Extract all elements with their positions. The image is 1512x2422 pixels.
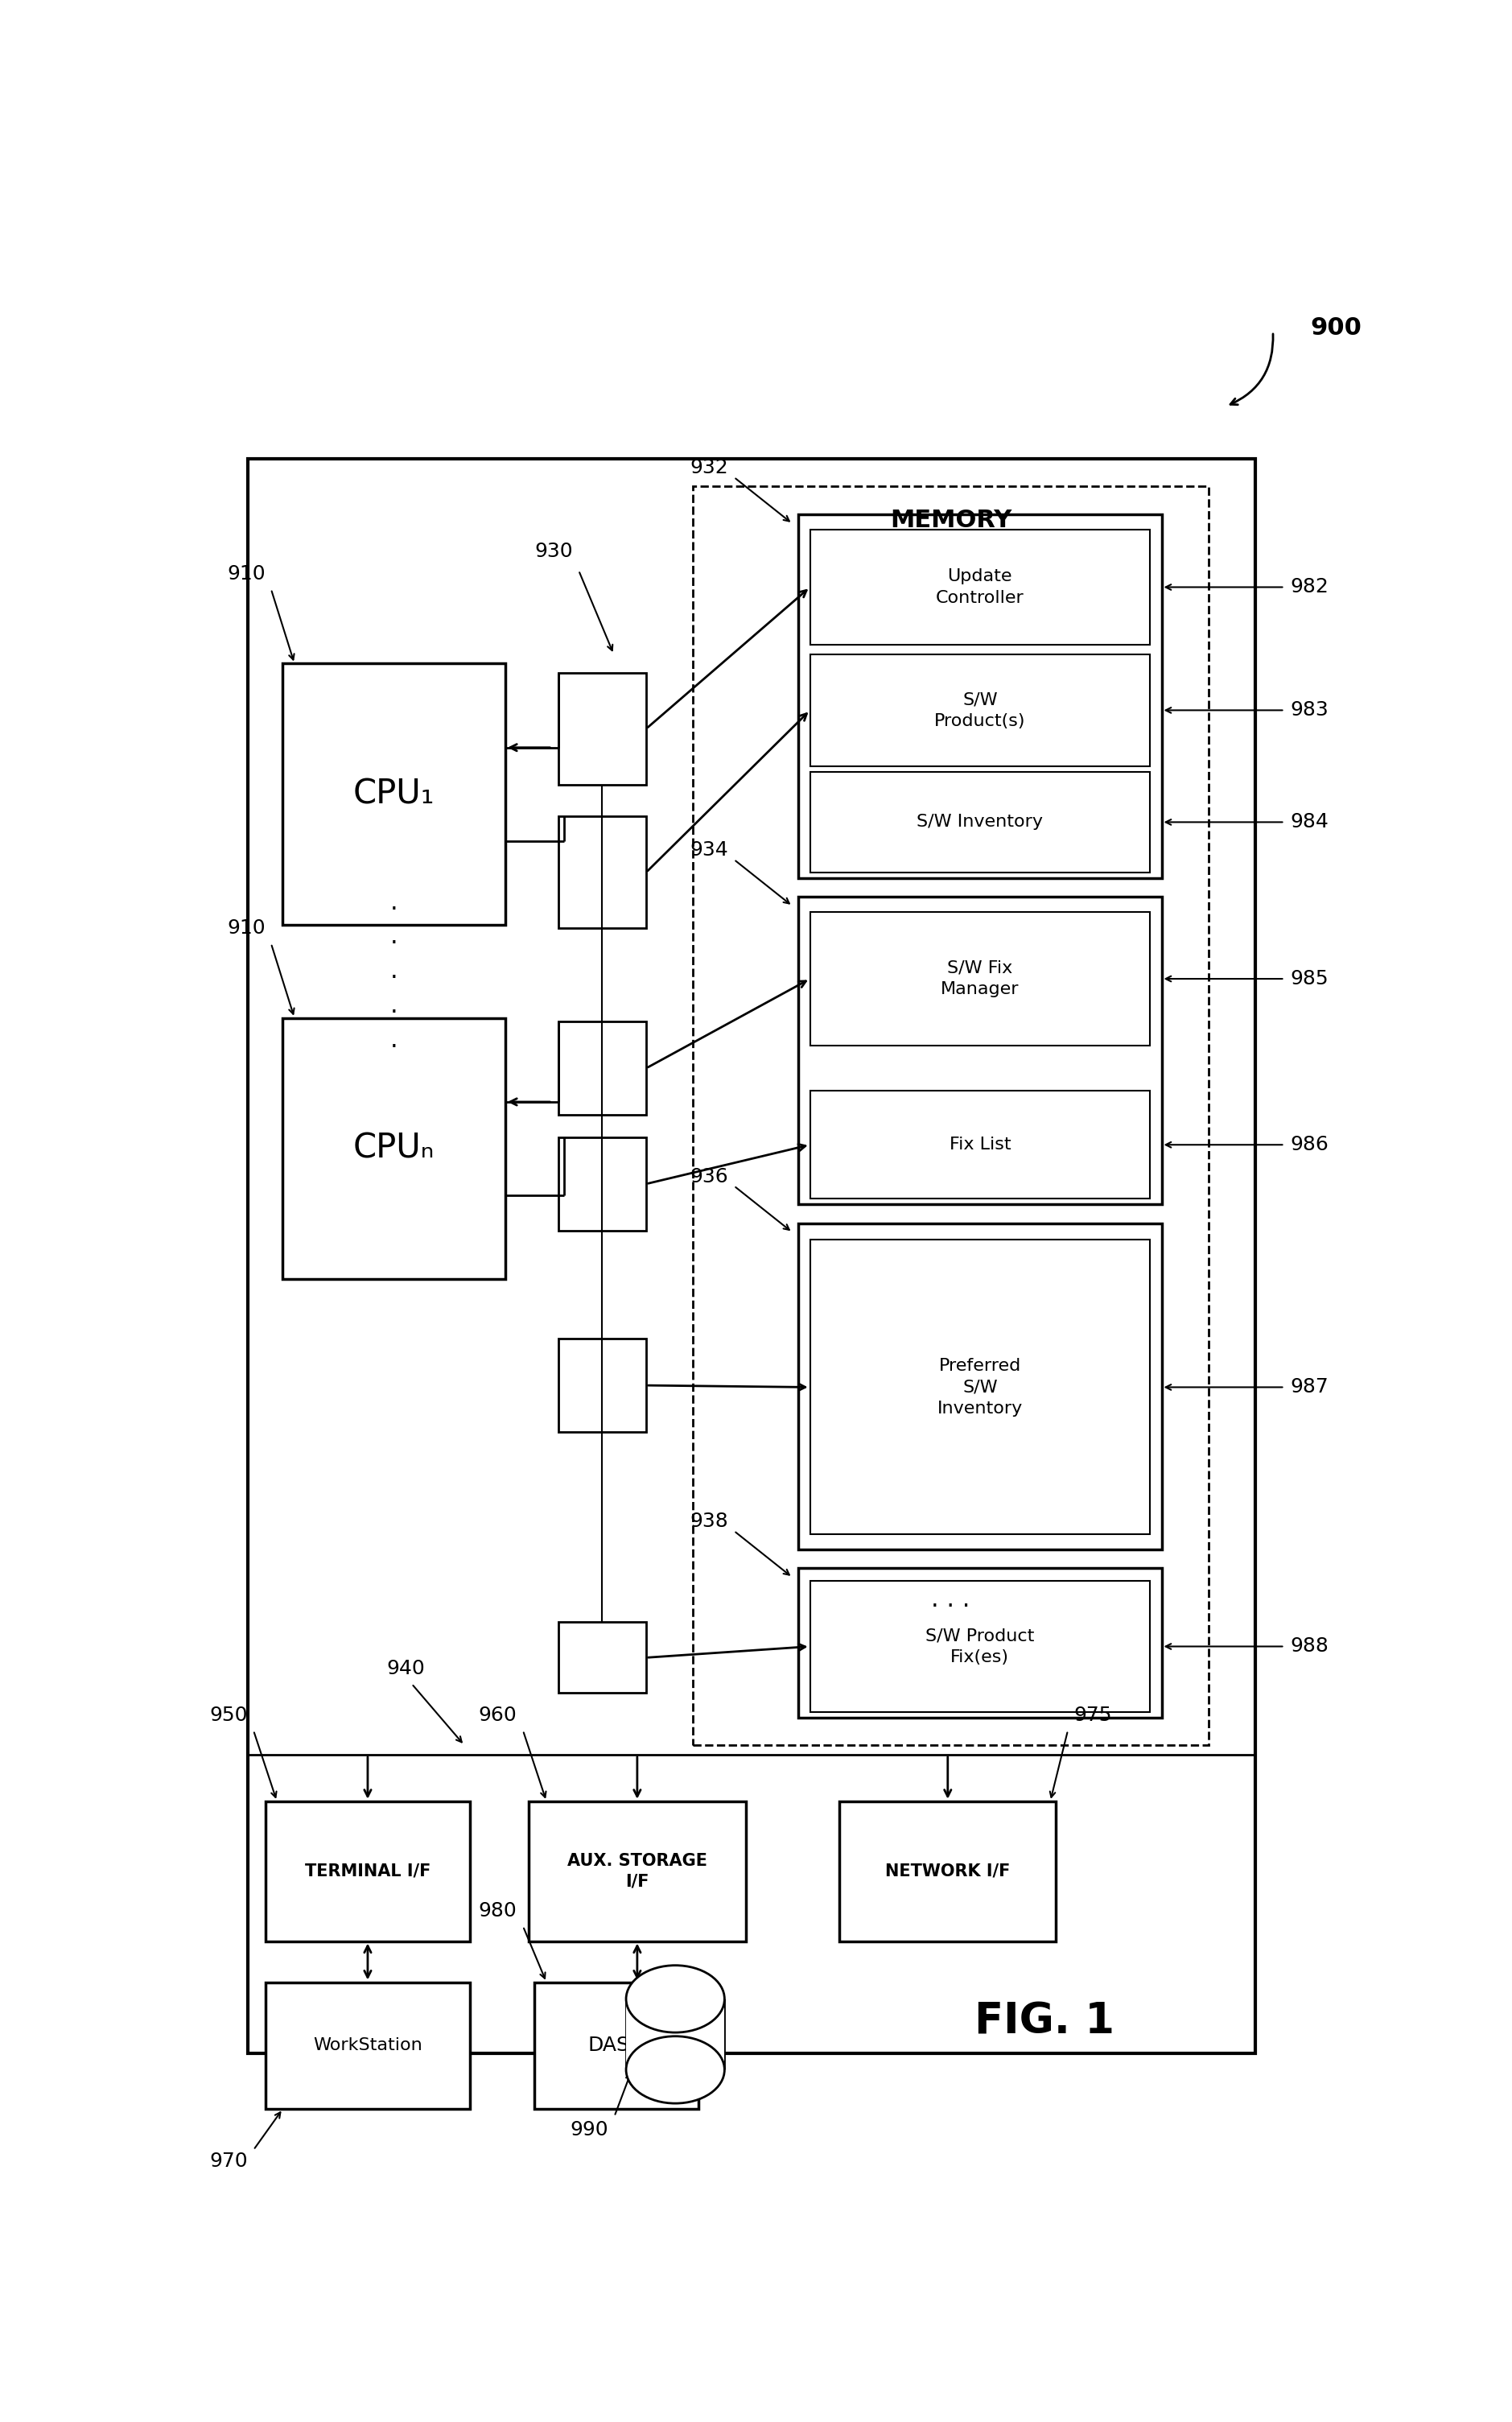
Bar [558,673,646,785]
Bar [798,896,1161,1204]
Text: . . .: . . . [931,1589,971,1611]
Text: 985: 985 [1290,969,1329,988]
Text: S/W Fix
Manager: S/W Fix Manager [940,959,1019,998]
Text: MEMORY: MEMORY [891,509,1012,533]
Bar [810,1582,1151,1712]
Text: 984: 984 [1290,811,1329,831]
Text: S/W
Product(s): S/W Product(s) [934,693,1025,729]
Text: CPUₙ: CPUₙ [354,1131,435,1165]
Ellipse shape [626,1964,724,2032]
Text: NETWORK I/F: NETWORK I/F [885,1863,1010,1879]
Bar [798,513,1161,879]
Text: S/W Product
Fix(es): S/W Product Fix(es) [925,1628,1034,1666]
Text: 910: 910 [227,564,265,584]
Bar [558,1339,646,1431]
Bar [810,773,1151,872]
Text: WorkStation: WorkStation [313,2037,422,2054]
Text: FIG. 1: FIG. 1 [974,2001,1114,2042]
Bar [283,1017,505,1279]
Text: 986: 986 [1290,1136,1329,1155]
Text: 932: 932 [689,458,729,477]
Bar [692,487,1208,1746]
Bar [798,1567,1161,1717]
Text: 900: 900 [1311,317,1362,339]
Text: 975: 975 [1074,1705,1111,1724]
Text: S/W Inventory: S/W Inventory [916,814,1043,831]
Bar [626,1998,724,2071]
Text: 934: 934 [689,840,729,860]
Bar [529,1802,745,1940]
Bar [810,654,1151,765]
Text: 930: 930 [534,543,573,562]
Bar [810,911,1151,1046]
Text: TERMINAL I/F: TERMINAL I/F [305,1863,431,1879]
Text: 960: 960 [479,1705,517,1724]
Bar [558,1138,646,1230]
Text: DASD: DASD [588,2037,646,2056]
Bar [839,1802,1055,1940]
Text: 910: 910 [227,918,265,937]
Text: .
.
.
.
.: . . . . . [390,891,398,1051]
Text: Update
Controller: Update Controller [936,569,1024,606]
Text: 980: 980 [479,1901,517,1921]
Bar [810,1240,1151,1536]
Bar [248,458,1255,2054]
Bar [558,1623,646,1693]
Bar [558,816,646,928]
Text: 983: 983 [1290,700,1329,719]
Text: 938: 938 [689,1511,729,1531]
Ellipse shape [626,2037,724,2102]
Text: 950: 950 [209,1705,248,1724]
Bar [265,1802,470,1940]
Text: Fix List: Fix List [950,1136,1012,1153]
Text: 982: 982 [1290,576,1329,596]
Bar [558,1022,646,1114]
Text: 970: 970 [209,2151,248,2170]
Text: 940: 940 [387,1659,425,1678]
Text: 936: 936 [689,1167,729,1187]
Bar [810,530,1151,644]
Bar [265,1981,470,2110]
Text: AUX. STORAGE
I/F: AUX. STORAGE I/F [567,1853,708,1889]
Bar [535,1981,699,2110]
Text: 990: 990 [570,2119,608,2139]
Bar [798,1223,1161,1550]
Text: 987: 987 [1290,1378,1329,1397]
Bar [810,1090,1151,1199]
Text: Preferred
S/W
Inventory: Preferred S/W Inventory [937,1359,1022,1417]
Text: CPU₁: CPU₁ [354,777,435,811]
Text: 988: 988 [1290,1637,1329,1657]
Bar [283,664,505,925]
